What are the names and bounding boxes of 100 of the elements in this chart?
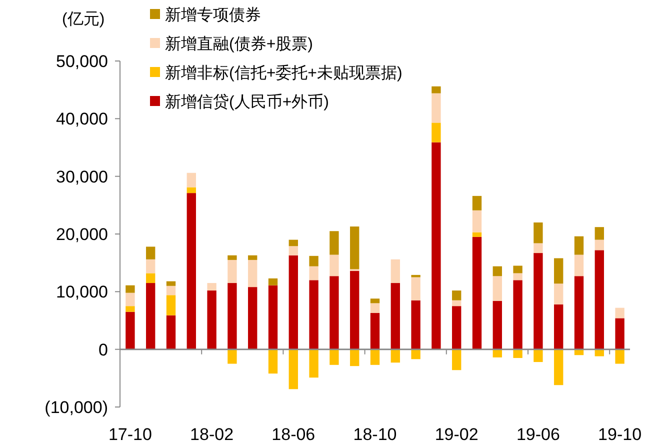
bar <box>350 226 360 270</box>
bar <box>534 243 543 254</box>
bar <box>513 349 522 358</box>
y-tick-label: 0 <box>98 340 108 360</box>
bar <box>390 259 400 284</box>
x-tick-label: 19-02 <box>434 425 478 444</box>
bar <box>452 300 462 306</box>
bar <box>452 290 462 300</box>
bar <box>146 246 156 260</box>
bar <box>370 303 380 314</box>
bar <box>513 280 522 350</box>
bar <box>472 236 482 350</box>
bar <box>534 253 543 350</box>
bar <box>166 286 176 296</box>
bar <box>228 349 237 364</box>
x-tick-label: 19-10 <box>598 425 642 444</box>
bar <box>268 349 278 374</box>
bar <box>309 266 318 280</box>
bar <box>432 122 441 142</box>
bar <box>248 260 258 288</box>
bar <box>248 255 258 260</box>
bar <box>330 349 339 365</box>
bar <box>309 349 318 378</box>
bar <box>268 285 278 350</box>
bar <box>411 274 420 278</box>
y-tick-label: 20,000 <box>56 225 108 244</box>
legend-label: 新增非标(信托+委托+未贴现票据) <box>165 64 402 82</box>
bar <box>411 277 420 300</box>
y-axis-title: (亿元) <box>62 11 105 28</box>
bar <box>288 240 298 246</box>
bar <box>126 292 135 306</box>
bar <box>186 172 196 188</box>
bar <box>228 283 237 350</box>
bar <box>186 193 196 350</box>
bar <box>594 240 604 250</box>
bar <box>309 256 318 266</box>
bar <box>350 349 360 366</box>
bar <box>615 318 624 350</box>
bar <box>492 349 502 358</box>
bar <box>432 93 441 123</box>
bar <box>594 250 604 350</box>
bar <box>228 260 237 284</box>
bar <box>288 255 298 350</box>
bar <box>574 236 584 255</box>
bar <box>146 273 156 284</box>
bar <box>330 231 339 255</box>
y-tick-label: 10,000 <box>56 282 108 302</box>
bar <box>534 349 543 362</box>
bar <box>574 276 584 350</box>
bar <box>228 255 237 260</box>
bar <box>513 273 522 280</box>
bar <box>432 86 441 94</box>
bar <box>126 312 135 350</box>
bar <box>288 349 298 390</box>
bar <box>350 270 360 350</box>
legend-label: 新增直融(债券+股票) <box>165 35 313 53</box>
x-tick-label: 18-02 <box>190 425 234 444</box>
bar <box>126 306 135 312</box>
bar <box>432 142 441 350</box>
bar <box>370 298 380 304</box>
bar <box>472 232 482 237</box>
bar <box>492 266 502 276</box>
bar <box>452 306 462 350</box>
bar <box>288 246 298 256</box>
bar <box>594 227 604 240</box>
x-tick-label: 18-10 <box>353 425 397 444</box>
bar <box>146 283 156 350</box>
bar <box>330 254 339 276</box>
bar <box>554 258 564 284</box>
bar <box>248 287 258 350</box>
bar <box>492 300 502 350</box>
bar <box>207 290 216 350</box>
bar <box>309 280 318 350</box>
bar <box>615 308 624 318</box>
legend-label: 新增信贷(人民币+外币) <box>165 93 329 111</box>
y-tick-label: 30,000 <box>56 167 108 186</box>
x-tick-label: 17-10 <box>108 425 152 444</box>
bar <box>268 278 278 286</box>
x-tick-label: 19-06 <box>516 425 560 444</box>
x-tick-label: 18-06 <box>272 425 316 444</box>
bar <box>370 313 380 350</box>
bar <box>472 210 482 232</box>
bar <box>615 349 624 364</box>
y-tick-label: (10,000) <box>44 398 108 417</box>
y-tick-label: 40,000 <box>56 110 108 129</box>
bar <box>554 349 564 386</box>
bar <box>411 349 420 360</box>
bar <box>166 315 176 350</box>
bar <box>207 283 216 291</box>
bar <box>554 304 564 350</box>
bar <box>594 349 604 356</box>
bar <box>330 276 339 350</box>
bar <box>411 300 420 350</box>
bar <box>146 259 156 274</box>
bar <box>166 295 176 316</box>
bar <box>534 222 543 244</box>
bar <box>554 284 564 304</box>
bar <box>390 283 400 350</box>
bar <box>513 266 522 274</box>
bar <box>390 349 400 363</box>
